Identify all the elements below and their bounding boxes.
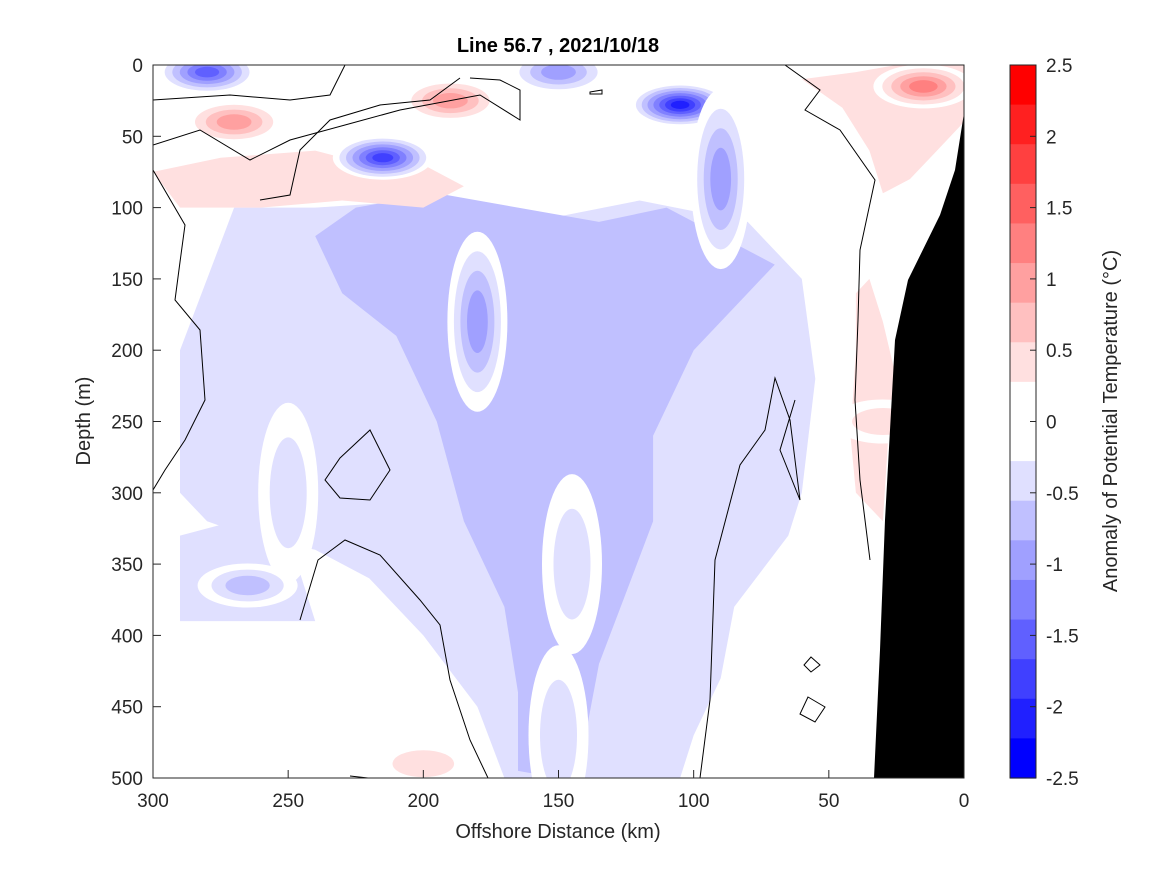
anomaly-cold-tongue xyxy=(710,147,732,211)
colorbar-tick-label: 2.5 xyxy=(1046,56,1072,77)
zero-contour xyxy=(153,77,521,161)
colorbar: 2.5 2 1.5 1 0.5 0 -0.5 -1 -1.5 -2 -2.5 Anomaly of … xyxy=(1009,56,1122,790)
x-tick-label: 150 xyxy=(543,791,575,812)
zero-contour xyxy=(324,429,391,501)
zero-contour xyxy=(589,89,603,95)
y-axis-label: Depth (m) xyxy=(73,377,95,466)
zero-contour xyxy=(153,65,346,101)
anomaly-cold-core xyxy=(541,65,576,80)
y-tick-label: 50 xyxy=(122,127,143,148)
colorbar-band xyxy=(1010,540,1036,581)
anomaly-field xyxy=(153,65,964,778)
colorbar-band xyxy=(1010,619,1036,660)
y-tick-label: 350 xyxy=(111,555,143,576)
y-tick-label: 150 xyxy=(111,270,143,291)
colorbar-tick-label: -1 xyxy=(1046,555,1063,576)
anomaly-cold-core xyxy=(670,100,690,109)
colorbar-tick-label: 2 xyxy=(1046,127,1057,148)
y-tick-label: 500 xyxy=(111,769,143,790)
colorbar-tick-label: 1.5 xyxy=(1046,199,1072,220)
colorbar-ticks: 2.5 2 1.5 1 0.5 0 -0.5 -1 -1.5 -2 -2.5 xyxy=(1030,56,1079,790)
y-tick-label: 200 xyxy=(111,341,143,362)
colorbar-band xyxy=(1010,579,1036,621)
colorbar-tick-label: -1.5 xyxy=(1046,626,1079,647)
colorbar-tick-label: 0.5 xyxy=(1046,341,1072,362)
zero-contour xyxy=(784,65,876,561)
colorbar-band xyxy=(1010,65,1036,106)
x-tick-label: 200 xyxy=(407,791,439,812)
x-axis-label: Offshore Distance (km) xyxy=(455,821,660,843)
anomaly-warm-patch xyxy=(392,750,455,778)
bathymetry-mask xyxy=(874,113,964,778)
colorbar-band xyxy=(1010,223,1036,264)
y-tick-label: 300 xyxy=(111,484,143,505)
anomaly-warm-core xyxy=(909,80,938,93)
anomaly-cold-core xyxy=(372,153,394,163)
y-tick-label: 100 xyxy=(111,199,143,220)
anomaly-cold-tongue xyxy=(467,290,488,354)
y-tick-label: 400 xyxy=(111,626,143,647)
anomaly-cold-tongue xyxy=(540,679,577,778)
contour-lines xyxy=(153,65,876,778)
x-tick-label: 100 xyxy=(678,791,710,812)
colorbar-band xyxy=(1010,698,1036,739)
zero-contour xyxy=(299,539,489,778)
anomaly-cold-core xyxy=(195,66,220,78)
anomaly-cold-tongue xyxy=(553,508,591,620)
y-tick-label: 450 xyxy=(111,698,143,719)
colorbar-tick-label: -2 xyxy=(1046,698,1063,719)
zero-contour xyxy=(259,77,461,201)
colorbar-band xyxy=(1010,144,1036,185)
chart-title: Line 56.7 , 2021/10/18 xyxy=(457,35,659,57)
colorbar-band xyxy=(1010,302,1036,343)
anomaly-cold-patch xyxy=(225,575,270,596)
zero-contour xyxy=(699,376,801,778)
colorbar-tick-label: -0.5 xyxy=(1046,484,1079,505)
colorbar-tick-label: 0 xyxy=(1046,413,1057,434)
x-tick-label: 50 xyxy=(818,791,839,812)
anomaly-cold-tongue xyxy=(269,437,307,549)
colorbar-band xyxy=(1010,381,1036,423)
x-axis-ticks: 300 250 200 150 100 50 0 xyxy=(137,770,969,812)
colorbar-tick-label: 1 xyxy=(1046,270,1057,291)
colorbar-band xyxy=(1010,183,1036,225)
colorbar-tick-label: -2.5 xyxy=(1046,769,1079,790)
colorbar-band xyxy=(1010,659,1036,700)
y-tick-label: 0 xyxy=(132,56,143,77)
x-tick-label: 300 xyxy=(137,791,169,812)
x-tick-label: 0 xyxy=(959,791,970,812)
zero-contour xyxy=(153,169,206,491)
colorbar-band xyxy=(1010,263,1036,304)
colorbar-band xyxy=(1010,104,1036,145)
y-tick-label: 250 xyxy=(111,413,143,434)
colorbar-band xyxy=(1010,461,1036,502)
plot-area xyxy=(152,64,965,779)
colorbar-band xyxy=(1010,421,1036,462)
colorbar-band xyxy=(1010,342,1036,383)
colorbar-band xyxy=(1010,500,1036,541)
colorbar-bands xyxy=(1010,65,1036,779)
y-axis-ticks: 0 50 100 150 200 250 300 350 400 450 500 xyxy=(111,56,161,790)
anomaly-wash xyxy=(315,193,775,778)
zero-contour xyxy=(803,656,821,673)
x-tick-label: 250 xyxy=(272,791,304,812)
zero-contour xyxy=(799,696,826,723)
colorbar-label: Anomaly of Potential Temperature (°C) xyxy=(1100,250,1122,592)
anomaly-warm-core xyxy=(216,114,252,130)
colorbar-band xyxy=(1010,738,1036,779)
